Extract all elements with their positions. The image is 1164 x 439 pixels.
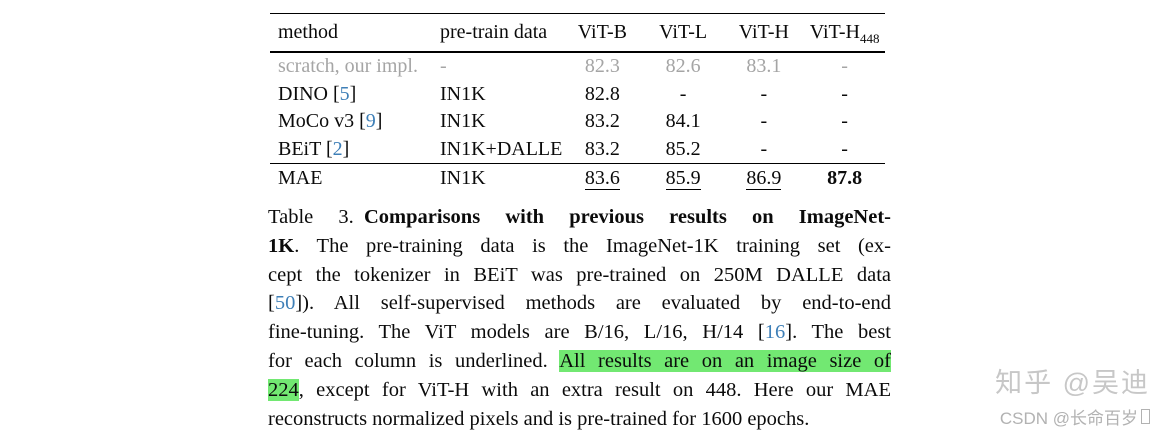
pretrain-cell: IN1K+DALLE bbox=[440, 137, 563, 160]
highlighted-text: All results are on an image size of bbox=[559, 349, 891, 372]
caption-text: ]). All self-supervised methods are eval… bbox=[295, 292, 891, 315]
citation-link[interactable]: 9 bbox=[365, 110, 376, 133]
caption-line: 224, except for ViT-H with an extra resu… bbox=[268, 376, 891, 405]
citation-link[interactable]: 50 bbox=[274, 292, 296, 315]
value-cell: - bbox=[760, 82, 768, 105]
caption-text: fine-tuning. The ViT models are B/16, L/… bbox=[268, 321, 765, 344]
pretrain-cell: - bbox=[440, 55, 447, 78]
value-cell: - bbox=[760, 110, 768, 133]
value-cell: 82.3 bbox=[584, 55, 620, 78]
table-header-row: method pre-train data ViT-B ViT-L ViT-H ViT-H… bbox=[270, 13, 885, 53]
caption-line: [50]). All self-supervised methods are e… bbox=[268, 289, 891, 318]
caption-line: 1K. The pre-training data is the ImageNe… bbox=[268, 232, 891, 261]
caption-text: ]. The best bbox=[785, 321, 891, 344]
citation-link[interactable]: 5 bbox=[339, 82, 350, 105]
caption-line: fine-tuning. The ViT models are B/16, L/… bbox=[268, 318, 891, 347]
value-cell: 83.1 bbox=[746, 55, 782, 78]
caption-text: . The pre-training data is the ImageNet-… bbox=[294, 234, 891, 257]
caption-text: for each column is underlined. bbox=[268, 349, 560, 372]
caption-text: cept the tokenizer in BEiT was pre-train… bbox=[268, 263, 891, 286]
value-cell: - bbox=[841, 55, 848, 78]
caption-line: reconstructs normalized pixels and is pr… bbox=[268, 405, 891, 434]
caption-text: , except for ViT-H with an extra result … bbox=[298, 378, 891, 401]
table-row: MoCo v3 [9] IN1K 83.2 84.1 - - bbox=[270, 108, 885, 136]
value-cell: 85.9 bbox=[665, 167, 701, 190]
value-cell: 84.1 bbox=[665, 110, 701, 133]
watermark-csdn: CSDN @长命百岁 bbox=[995, 404, 1150, 429]
value-cell: 85.2 bbox=[665, 137, 701, 160]
method-cell: MAE bbox=[278, 167, 323, 189]
table-row: BEiT [2] IN1K+DALLE 83.2 85.2 - - bbox=[270, 136, 885, 164]
column-header-model-0: ViT-B bbox=[577, 21, 627, 43]
highlighted-text: 224 bbox=[268, 378, 299, 401]
caption-bold-text: 1K bbox=[268, 234, 295, 257]
table-row: MAE IN1K 83.6 85.9 86.9 87.8 bbox=[270, 163, 885, 193]
value-cell: 82.6 bbox=[665, 55, 701, 78]
method-cell: scratch, our impl. bbox=[278, 55, 418, 78]
value-cell: 83.6 bbox=[584, 167, 620, 190]
table-caption: Table 3. Comparisons with previous resul… bbox=[268, 203, 891, 433]
table-row: scratch, our impl. -82.3 82.6 83.1- bbox=[270, 53, 885, 81]
value-cell: - bbox=[760, 137, 768, 160]
value-cell: 86.9 bbox=[746, 167, 782, 190]
pretrain-cell: IN1K bbox=[440, 110, 486, 133]
value-cell: 83.2 bbox=[584, 110, 620, 133]
method-cell: MoCo v3 [9] bbox=[278, 110, 383, 133]
pretrain-cell: IN1K bbox=[440, 167, 486, 189]
column-header-method: method bbox=[278, 21, 338, 43]
caption-bold-text: Comparisons with previous results on Ima… bbox=[364, 206, 891, 228]
citation-link[interactable]: 2 bbox=[332, 137, 343, 160]
column-header-model-3: ViT-H448 bbox=[809, 21, 880, 46]
watermark: 知乎 @吴迪 CSDN @长命百岁 bbox=[995, 361, 1150, 429]
value-cell: - bbox=[679, 82, 687, 105]
pretrain-cell: IN1K bbox=[440, 82, 486, 105]
table-row: DINO [5] IN1K 82.8 - - - bbox=[270, 81, 885, 109]
caption-line: for each column is underlined. All resul… bbox=[268, 347, 891, 376]
value-cell: 87.8 bbox=[827, 167, 863, 189]
watermark-csdn-text: CSDN @长命百岁 bbox=[999, 409, 1138, 428]
value-cell: - bbox=[841, 137, 848, 160]
citation-link[interactable]: 16 bbox=[764, 321, 786, 344]
caption-text: Table 3. bbox=[268, 206, 364, 228]
value-cell: - bbox=[841, 82, 848, 105]
value-cell: 82.8 bbox=[584, 82, 620, 105]
watermark-zhihu: 知乎 @吴迪 bbox=[995, 368, 1150, 398]
column-header-model-2: ViT-H bbox=[738, 21, 790, 43]
caption-text: [ bbox=[268, 292, 275, 315]
caption-line: cept the tokenizer in BEiT was pre-train… bbox=[268, 261, 891, 290]
caption-text: reconstructs normalized pixels and is pr… bbox=[268, 407, 810, 430]
value-cell: - bbox=[841, 110, 848, 133]
caption-line: Table 3. Comparisons with previous resul… bbox=[268, 203, 891, 232]
results-table: method pre-train data ViT-B ViT-L ViT-H ViT-H… bbox=[270, 13, 885, 193]
method-cell: BEiT [2] bbox=[278, 137, 350, 160]
missing-glyph-box bbox=[1141, 409, 1150, 424]
column-header-pretrain: pre-train data bbox=[440, 21, 548, 43]
value-cell: 83.2 bbox=[584, 137, 620, 160]
column-header-model-1: ViT-L bbox=[659, 21, 708, 43]
method-cell: DINO [5] bbox=[278, 82, 357, 105]
